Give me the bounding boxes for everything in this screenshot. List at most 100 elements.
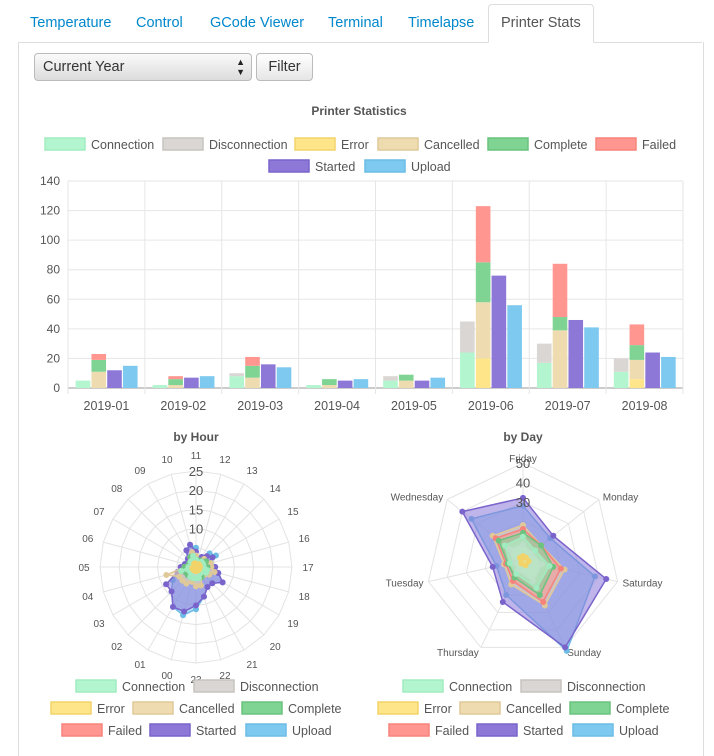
radar-point-started — [489, 563, 496, 570]
legend-swatch-disconnection — [520, 679, 562, 693]
radar-axis-label: 22 — [219, 671, 231, 682]
radar-axis-label: Sunday — [567, 648, 601, 659]
day-chart-title: by Day — [503, 430, 543, 444]
x-tick-label: 2019-07 — [545, 399, 591, 413]
x-tick-label: 2019-01 — [84, 399, 130, 413]
bar-upload — [507, 305, 522, 388]
radar-point-cancelled — [193, 583, 199, 590]
radar-point-started — [209, 554, 216, 561]
radar-point-connection — [187, 573, 194, 580]
bar-cancelled — [245, 377, 260, 388]
radar-spoke — [127, 498, 197, 568]
bar-failed — [168, 376, 183, 380]
radar-point-started — [181, 608, 188, 615]
legend-swatch-cancelled — [132, 701, 174, 715]
bar-chart: 0 20 40 60 80 100 120 140 2019-01 2019-02 2019-03 2… — [40, 174, 684, 413]
legend-swatch-complete — [487, 137, 529, 151]
hour-chart-title: by Hour — [173, 430, 219, 444]
legend-swatch-connection — [75, 679, 117, 693]
bar-upload — [122, 365, 138, 388]
radar-axis-label: Wednesday — [391, 492, 444, 503]
y-tick-label: 120 — [40, 204, 60, 218]
radar-point-error — [516, 554, 523, 561]
x-tick-label: 2019-06 — [468, 399, 514, 413]
bar-started — [107, 370, 122, 388]
radar-point-complete — [538, 542, 545, 549]
tab-temperature[interactable]: Temperature — [30, 15, 112, 31]
bar-complete — [475, 262, 491, 303]
tab-terminal[interactable]: Terminal — [328, 15, 383, 31]
bar-failed — [91, 353, 107, 360]
radar-axis-label: 08 — [111, 484, 123, 495]
radar-axis-label: 07 — [93, 507, 105, 518]
radar-spoke — [103, 541, 197, 568]
radar-gridline — [446, 481, 600, 631]
y-tick-label: 0 — [53, 381, 60, 395]
radar-axis-label: 02 — [111, 642, 123, 653]
legend-label-failed: Failed — [435, 724, 469, 738]
legend-label-connection: Connection — [91, 138, 154, 152]
y-tick-label: 20 — [47, 351, 61, 365]
y-tick-label: 80 — [47, 263, 61, 277]
legend-swatch-error — [50, 701, 92, 715]
legend-label-disconnection: Disconnection — [567, 680, 646, 694]
radar-point-started — [219, 579, 226, 586]
radar-axis-label: Monday — [603, 492, 639, 503]
legend-swatch-upload — [245, 723, 287, 737]
radar-axis-label: Thursday — [437, 648, 479, 659]
tab-gcode-viewer[interactable]: GCode Viewer — [210, 15, 305, 31]
bar-upload — [430, 377, 446, 388]
x-tick-label: 2019-08 — [622, 399, 668, 413]
legend-swatch-complete — [569, 701, 611, 715]
radar-point-cancelled — [176, 573, 183, 580]
radar-axis-label: 01 — [134, 660, 146, 671]
radar-point-connection — [501, 542, 508, 549]
bar-started — [491, 275, 507, 388]
tab-timelapse[interactable]: Timelapse — [408, 15, 475, 31]
hour-radar-chart: 00 01 02 03 04 05 06 07 08 09 10 11 12 13 14 15 16 17 18 19… — [78, 451, 314, 686]
bar-cancelled — [552, 330, 568, 388]
bar-connection — [460, 352, 475, 388]
bar-disconnection — [536, 343, 552, 363]
bar-started — [260, 364, 276, 388]
legend-label-cancelled: Cancelled — [506, 702, 562, 716]
bar-connection — [152, 385, 168, 388]
bar-cancelled — [322, 385, 337, 388]
radar-axis-label: 17 — [302, 563, 314, 574]
radar-point-connection — [532, 547, 539, 554]
day-radar-chart: Friday Monday Saturday Sunday Thursday Tuesda… — [386, 454, 663, 659]
radar-point-started — [459, 508, 466, 515]
radar-point-complete — [536, 591, 543, 598]
bar-failed — [552, 263, 568, 318]
radar-point-cancelled — [163, 571, 170, 578]
radar-tick-label: 15 — [189, 502, 203, 517]
bar-connection — [306, 385, 321, 388]
radar-point-started — [169, 603, 176, 610]
bar-chart-title: Printer Statistics — [311, 104, 407, 118]
bar-upload — [276, 367, 292, 388]
radar-axis-label: Tuesday — [386, 579, 424, 590]
legend-swatch-started — [149, 723, 191, 737]
radar-axis-label: 03 — [93, 619, 105, 630]
legend-label-disconnection: Disconnection — [209, 138, 288, 152]
radar-point-complete — [495, 537, 502, 544]
radar-point-started — [163, 581, 170, 588]
radar-axis-label: 05 — [78, 563, 90, 574]
radar-tick-label: 40 — [516, 475, 530, 490]
bar-complete — [245, 365, 260, 378]
tab-printer-stats[interactable]: Printer Stats — [488, 4, 594, 43]
radar-tick-label: 25 — [189, 464, 203, 479]
radar-axis-label: 04 — [82, 592, 94, 603]
tab-control[interactable]: Control — [136, 15, 183, 31]
legend-swatch-connection — [402, 679, 444, 693]
radar-point-connection — [202, 569, 209, 576]
period-select[interactable]: Current Year ▲ ▼ — [34, 53, 252, 81]
x-tick-label: 2019-03 — [237, 399, 283, 413]
radar-point-error — [193, 567, 199, 574]
legend-label-error: Error — [97, 702, 125, 716]
bar-connection — [75, 380, 91, 388]
filter-button[interactable]: Filter — [256, 53, 313, 81]
radar-axis-label: 13 — [246, 466, 258, 477]
radar-axis-label: 12 — [219, 455, 231, 466]
radar-point-started — [562, 644, 569, 651]
